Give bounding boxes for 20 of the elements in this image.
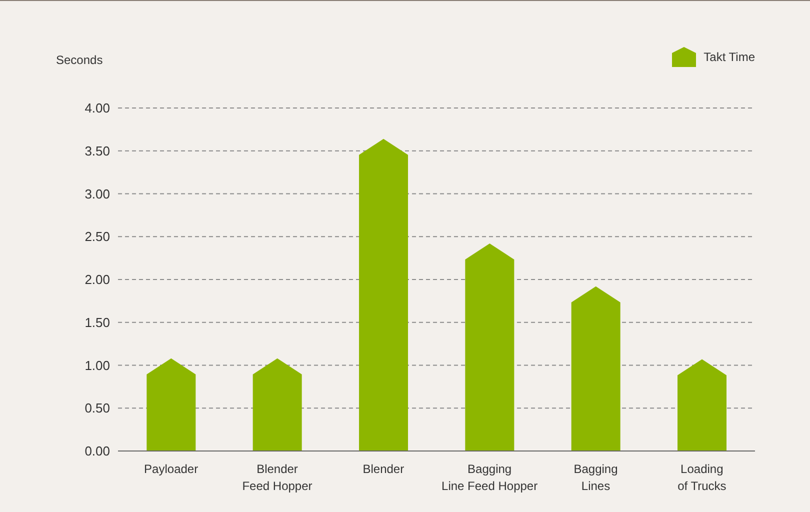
y-tick-label: 2.00 [84,272,110,288]
legend-label: Takt Time [704,50,755,64]
bar [465,243,514,451]
x-tick-label: Bagging Line Feed Hopper [442,462,538,493]
bar [359,138,408,451]
y-tick-label: 0.00 [84,444,110,459]
y-tick-label: 1.00 [84,358,110,373]
y-tick-label: 3.50 [84,143,110,158]
y-tick-label: 0.50 [84,400,110,416]
y-tick-label: 2.50 [84,229,110,244]
y-axis-title: Seconds [56,53,103,67]
y-tick-label: 1.50 [84,314,110,330]
bar [571,286,620,451]
y-tick-label: 4.00 [84,100,110,116]
x-tick-label: Loading of Trucks [678,462,726,493]
x-tick-label: Payloader [144,462,198,476]
y-tick-label: 3.00 [84,186,110,202]
x-tick-label: Blender [362,462,404,476]
x-tick-label: Bagging Lines [574,462,618,493]
x-tick-label: Blender Feed Hopper [242,462,312,493]
